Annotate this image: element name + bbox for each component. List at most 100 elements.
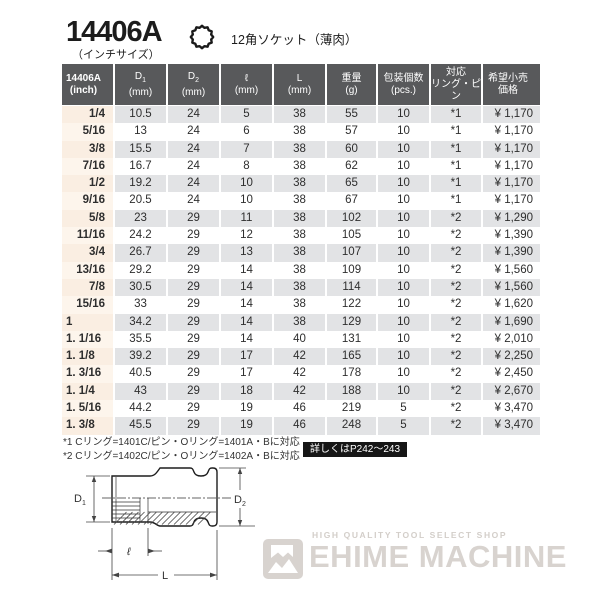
table-cell: 1. 5/16 (62, 400, 113, 418)
table-cell: 38 (274, 123, 325, 141)
table-cell: 29 (168, 313, 219, 331)
table-cell: 12 (221, 227, 272, 245)
table-cell: 43 (115, 382, 166, 401)
table-cell: 14 (221, 330, 272, 349)
table-cell: ¥ 1,560 (483, 261, 540, 279)
table-cell: 42 (274, 382, 325, 401)
table-cell: 18 (221, 382, 272, 401)
table-cell: ¥ 1,170 (483, 140, 540, 158)
table-cell: ¥ 1,690 (483, 313, 540, 331)
table-cell: 19.2 (115, 175, 166, 193)
table-cell: ¥ 2,010 (483, 330, 540, 349)
table-cell: 17 (221, 348, 272, 366)
table-cell: 38 (274, 278, 325, 297)
table-cell: 30.5 (115, 278, 166, 297)
table-cell: 102 (327, 209, 376, 228)
table-cell: 188 (327, 382, 376, 401)
table-cell: 38 (274, 140, 325, 158)
table-cell: 10 (378, 209, 429, 228)
table-cell: 62 (327, 157, 376, 176)
table-cell: ¥ 1,560 (483, 278, 540, 297)
table-cell: *1 (431, 157, 481, 176)
table-cell: 6 (221, 123, 272, 141)
table-row: 3/8 15.5 24 7 38 60 10 *1 ¥ 1,170 (62, 140, 540, 158)
table-cell: *2 (431, 348, 481, 366)
table-cell: 14 (221, 296, 272, 314)
socket-dimension-diagram: D1 D2 ℓ L (74, 467, 255, 582)
table-cell: 29 (168, 227, 219, 245)
table-cell: *2 (431, 244, 481, 262)
table-cell: 114 (327, 278, 376, 297)
table-cell: 10 (378, 175, 429, 193)
table-cell: 24 (168, 192, 219, 210)
table-cell: 33 (115, 296, 166, 314)
table-cell: 178 (327, 365, 376, 383)
table-cell: 38 (274, 157, 325, 176)
table-cell: 67 (327, 192, 376, 210)
table-row: 11/16 24.2 29 12 38 105 10 *2 ¥ 1,390 (62, 227, 540, 245)
table-cell: 29 (168, 330, 219, 349)
table-cell: 38 (274, 227, 325, 245)
table-cell: 10 (378, 227, 429, 245)
table-cell: 29 (168, 417, 219, 435)
table-cell: 24.2 (115, 227, 166, 245)
detail-page-badge: 詳しくはP242～243 (303, 442, 408, 457)
table-cell: *1 (431, 106, 481, 124)
table-cell: 29 (168, 278, 219, 297)
table-cell: 1. 1/8 (62, 348, 113, 366)
table-cell: ¥ 2,670 (483, 382, 540, 401)
spec-table: 14406A (inch) D1 (mm) D2 (mm) ℓ (mm) L (mm) 重量 (g) 包… (62, 64, 540, 435)
table-cell: *2 (431, 261, 481, 279)
table-cell: 24 (168, 123, 219, 141)
table-cell: 42 (274, 365, 325, 383)
table-cell: 5 (221, 106, 272, 124)
table-cell: 10 (378, 140, 429, 158)
table-cell: *1 (431, 192, 481, 210)
table-cell: 29 (168, 296, 219, 314)
product-type-label: 12角ソケット（薄肉） (231, 33, 358, 47)
table-row: 13/16 29.2 29 14 38 109 10 *2 ¥ 1,560 (62, 261, 540, 279)
table-cell: 10 (378, 261, 429, 279)
table-cell: 42 (274, 348, 325, 366)
table-cell: 29 (168, 261, 219, 279)
table-cell: 38 (274, 296, 325, 314)
table-cell: 40.5 (115, 365, 166, 383)
table-cell: ¥ 1,170 (483, 106, 540, 124)
table-cell: 20.5 (115, 192, 166, 210)
svg-text:ℓ: ℓ (126, 546, 131, 558)
table-cell: *2 (431, 227, 481, 245)
table-cell: 7 (221, 140, 272, 158)
table-cell: ¥ 3,470 (483, 400, 540, 418)
table-cell: 34.2 (115, 313, 166, 331)
table-cell: 5 (378, 417, 429, 435)
table-cell: 1/4 (62, 106, 113, 124)
column-header: 希望小売 価格 (483, 64, 540, 105)
logo-brand-name: EHIME MACHINE (309, 539, 567, 574)
table-cell: 13 (221, 244, 272, 262)
table-cell: 29.2 (115, 261, 166, 279)
table-cell: *2 (431, 382, 481, 401)
table-cell: *2 (431, 417, 481, 435)
table-cell: 8 (221, 157, 272, 176)
table-cell: 15/16 (62, 296, 113, 314)
table-cell: *1 (431, 175, 481, 193)
table-row: 1. 1/4 43 29 18 42 188 10 *2 ¥ 2,670 (62, 382, 540, 401)
table-cell: ¥ 1,170 (483, 192, 540, 210)
table-cell: *1 (431, 123, 481, 141)
table-cell: 3/8 (62, 140, 113, 158)
column-header: 対応 リング・ピン (431, 64, 481, 105)
table-cell: 24 (168, 106, 219, 124)
table-cell: 13 (115, 123, 166, 141)
dim-l-small: ℓ (98, 528, 162, 580)
table-row: 5/16 13 24 6 38 57 10 *1 ¥ 1,170 (62, 123, 540, 141)
table-row: 3/4 26.7 29 13 38 107 10 *2 ¥ 1,390 (62, 244, 540, 262)
table-cell: 55 (327, 106, 376, 124)
table-cell: 23 (115, 209, 166, 228)
table-cell: 10 (221, 192, 272, 210)
table-cell: 65 (327, 175, 376, 193)
table-cell: ¥ 1,170 (483, 175, 540, 193)
table-row: 9/16 20.5 24 10 38 67 10 *1 ¥ 1,170 (62, 192, 540, 210)
table-cell: 11 (221, 209, 272, 228)
table-cell: 10 (221, 175, 272, 193)
table-cell: 39.2 (115, 348, 166, 366)
